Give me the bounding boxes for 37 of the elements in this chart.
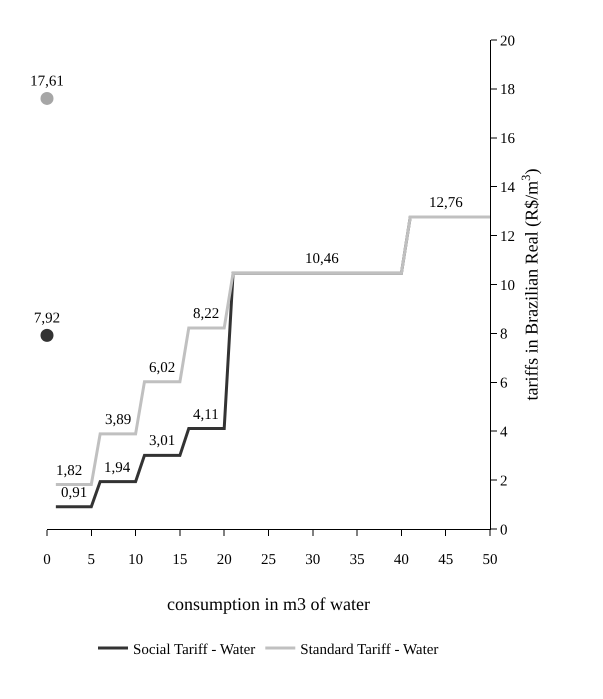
- annotation: 3,89: [105, 412, 132, 428]
- y-tick-label: 0: [500, 522, 508, 538]
- annotation: 1,94: [104, 460, 131, 476]
- x-axis-title: consumption in m3 of water: [167, 594, 370, 614]
- y-tick-label: 6: [500, 376, 508, 392]
- annotation: 10,46: [305, 251, 340, 267]
- annotation: 8,22: [193, 306, 220, 322]
- y-tick-label: 8: [500, 326, 508, 343]
- x-tick-label: 50: [482, 552, 498, 568]
- x-tick-label: 25: [261, 552, 276, 568]
- x-tick-label: 45: [438, 552, 454, 568]
- x-tick-label: 30: [305, 552, 320, 568]
- x-tick-label: 35: [350, 552, 365, 568]
- x-tick-label: 10: [128, 552, 144, 568]
- y-tick-label: 16: [500, 131, 516, 148]
- annotation: 0,91: [61, 485, 88, 501]
- legend-label: Social Tariff - Water: [133, 642, 256, 658]
- x-tick-label: 15: [172, 552, 188, 568]
- y-tick-label: 14: [500, 180, 516, 196]
- x-tick-label: 0: [43, 552, 51, 568]
- data-label: 7,92: [34, 310, 60, 326]
- annotation: 3,01: [149, 433, 176, 449]
- x-tick-label: 5: [88, 552, 96, 568]
- y-tick-label: 20: [500, 33, 515, 50]
- y-tick-label: 10: [500, 278, 515, 294]
- annotation: 12,76: [429, 195, 464, 211]
- data-label: 17,61: [30, 74, 64, 90]
- x-tick-label: 40: [394, 552, 409, 568]
- annotation: 1,82: [56, 463, 82, 479]
- y-tick-label: 4: [500, 424, 508, 440]
- annotation: 4,11: [193, 407, 219, 423]
- y-tick-label: 18: [500, 82, 515, 98]
- annotation: 6,02: [149, 360, 176, 376]
- y-tick-label: 12: [500, 228, 515, 245]
- x-tick-label: 20: [216, 552, 232, 568]
- y-tick-label: 2: [500, 473, 508, 490]
- legend-label: Standard Tariff - Water: [300, 642, 438, 658]
